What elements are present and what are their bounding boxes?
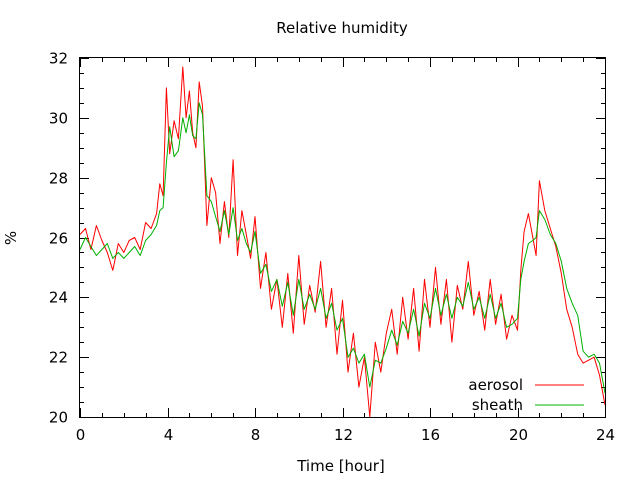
legend: aerosol sheath bbox=[468, 376, 584, 414]
y-tick-label: 30 bbox=[49, 110, 68, 128]
y-tick-label: 28 bbox=[49, 170, 68, 188]
x-tick-label: 8 bbox=[251, 426, 261, 444]
y-tick-label: 32 bbox=[49, 50, 68, 68]
plot-frame bbox=[79, 57, 606, 418]
x-tick-label: 16 bbox=[421, 426, 440, 444]
axis-ticks: 0 4 8 12 16 20 24 20 22 24 26 28 30 32 bbox=[49, 50, 615, 445]
series-line-sheath bbox=[79, 102, 606, 394]
legend-label-sheath: sheath bbox=[472, 396, 523, 414]
legend-label-aerosol: aerosol bbox=[468, 376, 523, 394]
chart-title: Relative humidity bbox=[276, 19, 408, 37]
x-tick-label: 4 bbox=[164, 426, 174, 444]
x-tick-label: 24 bbox=[596, 426, 615, 444]
y-tick-label: 26 bbox=[49, 230, 68, 248]
x-axis-label: Time [hour] bbox=[296, 457, 385, 475]
series-line-aerosol bbox=[79, 66, 606, 418]
x-tick-label: 12 bbox=[334, 426, 353, 444]
x-tick-label: 20 bbox=[509, 426, 528, 444]
y-axis-label: % bbox=[2, 231, 20, 245]
x-tick-label: 0 bbox=[76, 426, 86, 444]
y-tick-label: 22 bbox=[49, 349, 68, 367]
plot-lines bbox=[79, 66, 606, 418]
y-tick-label: 24 bbox=[49, 289, 68, 307]
y-tick-label: 20 bbox=[49, 409, 68, 427]
